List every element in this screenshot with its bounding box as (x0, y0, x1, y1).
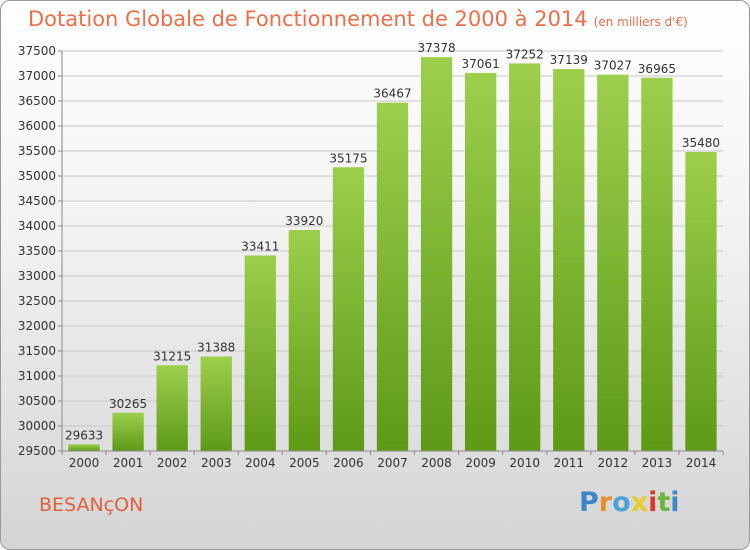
y-tick-label: 32000 (18, 319, 56, 333)
y-tick-label: 35000 (18, 169, 56, 183)
bar (376, 102, 409, 452)
y-tick-label: 36500 (18, 94, 56, 108)
bar (112, 412, 144, 451)
bar (288, 230, 321, 451)
data-label: 31215 (153, 349, 191, 363)
axes: 29500 30000 30500 31000 31500 32000 32500 33000… (18, 44, 724, 470)
bar (156, 365, 188, 451)
bar (420, 57, 453, 451)
logo-letter: i (670, 487, 680, 518)
y-tick-label: 30500 (18, 394, 56, 408)
y-tick-label: 31000 (18, 369, 56, 383)
logo-letter: P (579, 487, 599, 518)
x-tick-label: 2011 (553, 456, 584, 470)
x-tick-label: 2010 (509, 456, 540, 470)
data-label: 33920 (285, 214, 323, 228)
x-tick-label: 2013 (642, 456, 673, 470)
y-tick-label: 36000 (18, 119, 56, 133)
y-tick-label: 34000 (18, 219, 56, 233)
x-tick-label: 2005 (289, 456, 320, 470)
x-tick-label: 2003 (201, 456, 232, 470)
bar (244, 255, 276, 451)
data-label: 36467 (373, 87, 411, 101)
y-tick-label: 35500 (18, 144, 56, 158)
x-tick-label: 2004 (245, 456, 276, 470)
x-tick-label: 2014 (686, 456, 717, 470)
unit-label: (en milliers d'€) (593, 15, 688, 29)
y-tick-label: 37000 (18, 69, 56, 83)
logo-letter: i (648, 487, 658, 518)
data-label: 37027 (594, 59, 632, 73)
data-label: 37252 (506, 47, 544, 61)
x-tick-label: 2012 (598, 456, 629, 470)
bar (464, 72, 497, 451)
x-tick-label: 2009 (465, 456, 496, 470)
logo-letter: x (630, 487, 649, 518)
y-tick-label: 32500 (18, 294, 56, 308)
data-label: 30265 (109, 397, 147, 411)
data-label: 35480 (682, 136, 720, 150)
y-tick-label: 30000 (18, 419, 56, 433)
chart-title-text: Dotation Globale de Fonctionnement de 20… (28, 7, 588, 31)
data-label: 29633 (65, 428, 103, 442)
x-tick-label: 2006 (333, 456, 364, 470)
y-tick-label: 34500 (18, 194, 56, 208)
data-label: 37139 (550, 53, 588, 67)
bar (553, 69, 585, 452)
data-labels: 29633 30265 31215 31388 33411 33920 35175 36467… (65, 41, 720, 442)
data-label: 31388 (197, 341, 235, 355)
data-label: 33411 (241, 239, 279, 253)
y-tick-label: 37500 (18, 44, 56, 58)
proxiti-logo: Proxiti (579, 487, 680, 518)
bar (685, 152, 717, 451)
bar (200, 356, 232, 451)
bar (641, 77, 673, 451)
y-tick-label: 33000 (18, 269, 56, 283)
bar (597, 74, 629, 452)
logo-letter: r (598, 487, 613, 518)
x-tick-label: 2002 (157, 456, 188, 470)
logo-letter: t (657, 487, 671, 518)
bar (509, 63, 541, 452)
y-tick-label: 33500 (18, 244, 56, 258)
bar (332, 167, 365, 451)
chart-title: Dotation Globale de Fonctionnement de 20… (28, 7, 688, 31)
x-tick-label: 2007 (377, 456, 408, 470)
x-tick-label: 2008 (421, 456, 452, 470)
x-tick-label: 2001 (113, 456, 144, 470)
bars (68, 57, 717, 452)
logo-letter: o (612, 487, 631, 518)
y-tick-label: 31500 (18, 344, 56, 358)
data-label: 36965 (638, 62, 676, 76)
place-name: BESANçON (39, 494, 144, 516)
bar (68, 444, 100, 451)
data-label: 35175 (329, 151, 367, 165)
y-tick-label: 29500 (18, 444, 56, 458)
data-label: 37378 (417, 41, 455, 55)
x-tick-label: 2000 (69, 456, 100, 470)
data-label: 37061 (462, 57, 500, 71)
